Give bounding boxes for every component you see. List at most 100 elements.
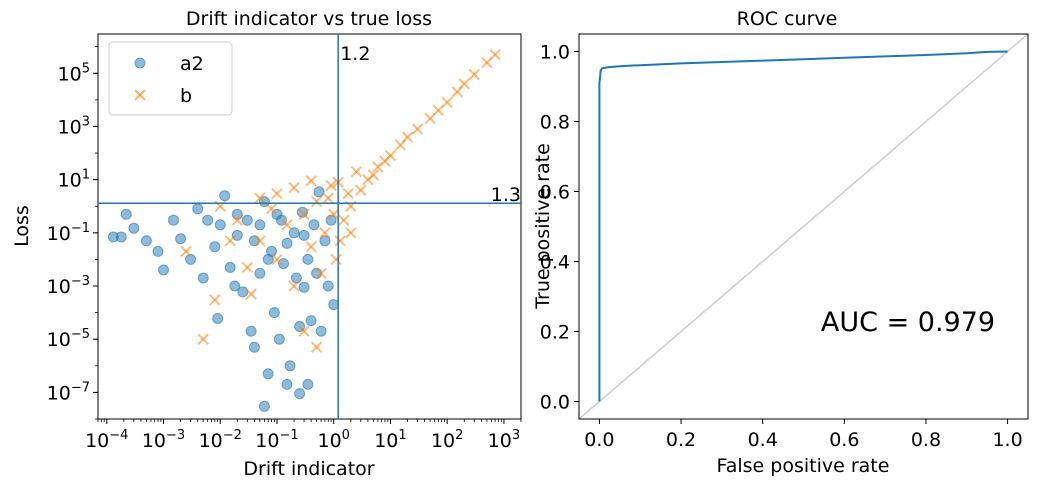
scatter-point-b <box>322 192 334 204</box>
legend-label-b: b <box>180 85 192 107</box>
scatter-ytick-label: 10−3 <box>47 274 90 298</box>
scatter-point-b <box>241 261 254 274</box>
scatter-point-a2 <box>224 261 236 273</box>
scatter-point-b <box>271 187 283 200</box>
scatter-point-a2 <box>140 235 152 247</box>
scatter-point-a2 <box>322 280 334 292</box>
scatter-point-b <box>281 219 293 231</box>
scatter-point-a2 <box>115 231 127 243</box>
scatter-point-b <box>288 181 300 194</box>
threshold-label-vertical: 1.2 <box>340 43 370 65</box>
scatter-point-b <box>265 203 278 215</box>
scatter-point-a2 <box>290 272 302 284</box>
scatter-xtick-label: 100 <box>317 428 349 452</box>
scatter-xtick-label: 10−3 <box>142 428 185 452</box>
roc-xtick-label: 0.2 <box>666 429 696 451</box>
roc-ytick-label: 0.2 <box>540 322 570 344</box>
scatter-point-a2 <box>273 333 285 345</box>
scatter-point-b <box>411 123 424 135</box>
threshold-label-horizontal: 1.3 <box>491 184 521 206</box>
scatter-point-a2 <box>231 229 243 241</box>
scatter-point-a2 <box>237 286 249 298</box>
scatter-point-a2 <box>248 341 260 353</box>
scatter-point-a2 <box>315 325 327 337</box>
scatter-point-a2 <box>214 219 226 231</box>
scatter-point-a2 <box>192 203 204 215</box>
scatter-point-a2 <box>219 190 231 202</box>
scatter-point-b <box>328 208 340 220</box>
roc-xtick-label: 1.0 <box>992 429 1022 451</box>
scatter-xtick-label: 10−2 <box>199 428 242 452</box>
scatter-point-a2 <box>152 245 164 257</box>
scatter-point-b <box>319 227 331 239</box>
scatter-point-a2 <box>202 214 214 226</box>
scatter-point-b <box>468 68 480 81</box>
scatter-point-b <box>197 333 209 345</box>
scatter-xlabel: Drift indicator <box>243 458 374 480</box>
scatter-point-b <box>305 175 317 187</box>
roc-xtick-label: 0.8 <box>911 429 941 451</box>
scatter-point-b <box>401 131 414 143</box>
scatter-point-a2 <box>298 229 310 241</box>
scatter-point-a2 <box>175 233 187 245</box>
scatter-point-a2 <box>313 186 325 198</box>
scatter-point-b <box>298 325 310 337</box>
scatter-point-b <box>334 235 346 247</box>
roc-axes-frame <box>578 33 1029 420</box>
scatter-point-b <box>315 267 327 280</box>
roc-ytick-label: 0.4 <box>540 252 570 274</box>
scatter-ytick-label: 10−1 <box>47 221 90 245</box>
scatter-ytick-label: 10−5 <box>47 327 90 351</box>
scatter-point-b <box>254 235 266 247</box>
scatter-point-b <box>180 245 192 258</box>
scatter-point-b <box>224 235 236 247</box>
roc-ytick-label: 0.6 <box>540 182 570 204</box>
roc-xtick-label: 0.6 <box>829 429 859 451</box>
scatter-point-b <box>458 78 470 90</box>
scatter-point-b <box>288 280 300 292</box>
scatter-point-a2 <box>278 258 289 270</box>
legend-marker-a2 <box>134 57 146 69</box>
scatter-point-a2 <box>258 400 270 412</box>
scatter-point-a2 <box>281 378 293 390</box>
scatter-point-a2 <box>328 299 340 311</box>
scatter-point-b <box>310 341 323 353</box>
scatter-point-b <box>325 179 337 192</box>
roc-title: ROC curve <box>737 8 838 30</box>
scatter-legend: a2 b <box>108 41 233 116</box>
scatter-point-b <box>305 241 317 253</box>
roc-ytick-label: 0.8 <box>540 112 570 134</box>
scatter-point-b <box>441 96 453 109</box>
scatter-point-b <box>489 48 501 61</box>
scatter-point-a2 <box>185 253 197 265</box>
scatter-point-a2 <box>284 360 296 372</box>
scatter-point-b <box>350 165 363 178</box>
scatter-point-a2 <box>305 315 317 327</box>
legend-label-a2: a2 <box>180 53 204 75</box>
scatter-point-a2 <box>241 214 253 226</box>
scatter-point-a2 <box>254 267 266 279</box>
scatter-point-a2 <box>245 325 257 337</box>
scatter-xtick-label: 102 <box>431 428 463 452</box>
scatter-point-a2 <box>212 313 224 324</box>
scatter-point-b <box>367 169 380 181</box>
roc-xtick-label: 0.0 <box>584 429 614 451</box>
scatter-point-a2 <box>168 214 179 226</box>
scatter-point-b <box>345 227 357 239</box>
scatter-ylabel: Loss <box>11 205 33 247</box>
roc-ylabel: True positive rate <box>532 143 554 310</box>
scatter-point-a2 <box>325 214 337 226</box>
scatter-point-a2 <box>302 378 314 390</box>
scatter-ytick-label: 101 <box>58 168 90 192</box>
scatter-xtick-label: 103 <box>488 428 520 452</box>
scatter-point-b <box>209 294 221 306</box>
scatter-point-b <box>231 214 244 226</box>
scatter-point-a2 <box>209 241 221 253</box>
scatter-title: Drift indicator vs true loss <box>186 8 432 30</box>
scatter-point-b <box>355 184 367 196</box>
scatter-xtick-label: 10−1 <box>255 428 298 452</box>
roc-diagonal-line <box>579 34 1028 419</box>
scatter-xtick-label: 101 <box>374 428 406 452</box>
scatter-point-a2 <box>288 227 300 239</box>
